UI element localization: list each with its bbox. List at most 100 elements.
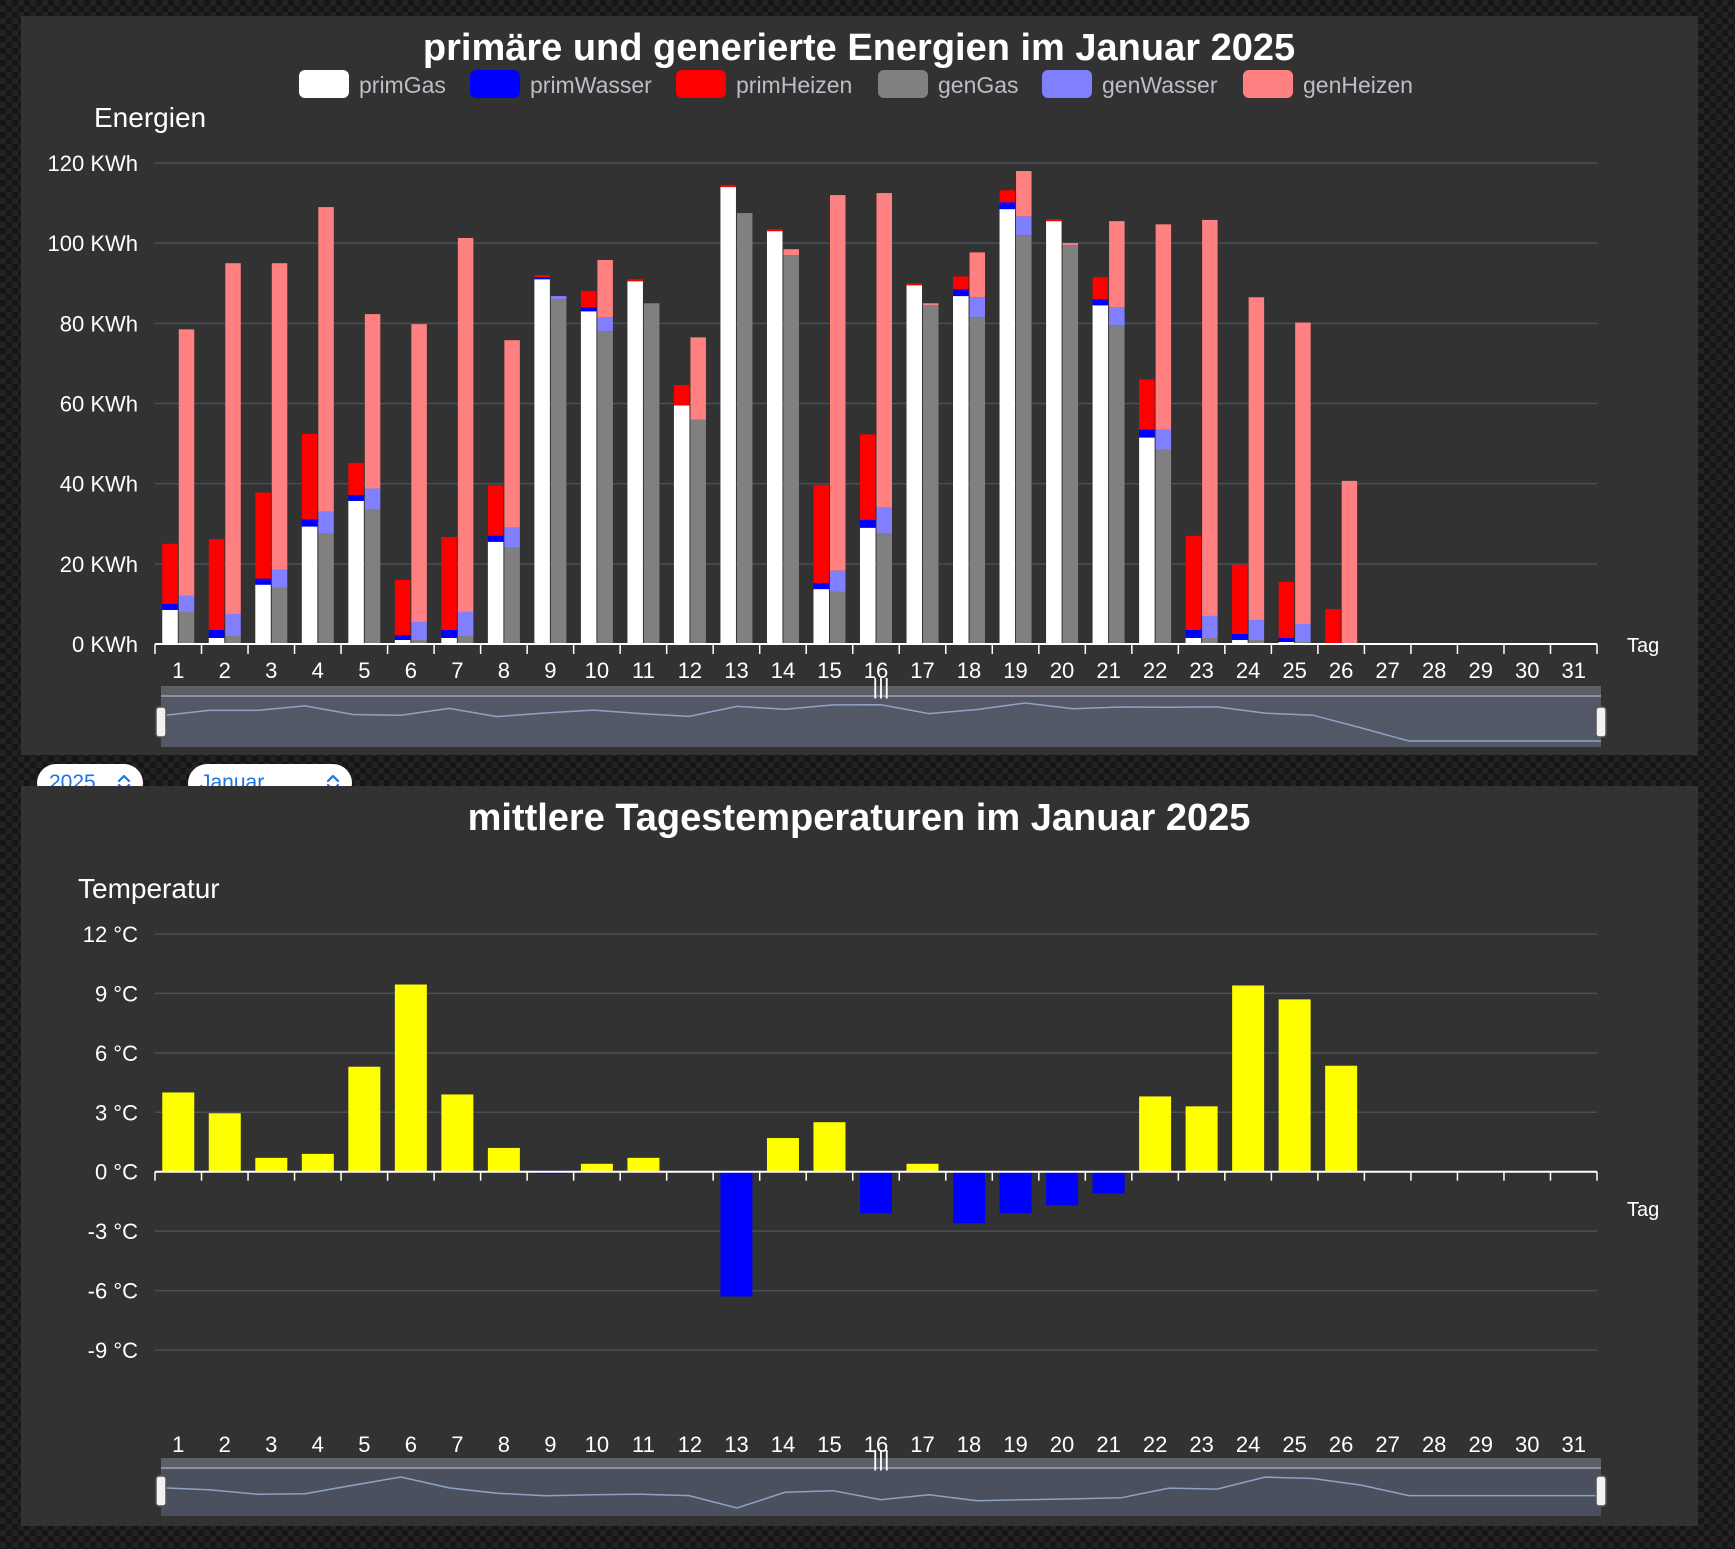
energy-legend[interactable]: primGas primWasser primHeizen genGas genWass… [299, 70, 1413, 98]
temperature-bar [1232, 985, 1265, 1172]
bar-genHeizen [411, 324, 427, 622]
bar-primWasser [301, 519, 318, 527]
bar-primHeizen [673, 385, 690, 406]
temperature-bar [1185, 1106, 1218, 1172]
x-tick-label: 14 [771, 1432, 795, 1457]
x-tick-label: 6 [405, 1432, 417, 1457]
bar-genGas [1202, 637, 1218, 644]
bar-primGas [301, 526, 318, 644]
bar-genGas [597, 331, 613, 644]
bar-genHeizen [1062, 243, 1079, 246]
bar-genHeizen [923, 303, 939, 306]
bar-genWasser [364, 488, 381, 510]
x-tick-label: 29 [1468, 658, 1492, 683]
bar-primHeizen [813, 484, 829, 584]
bar-primHeizen [766, 229, 783, 232]
y-tick-label: 20 KWh [60, 552, 138, 577]
x-tick-label: 10 [585, 1432, 609, 1457]
x-tick-label: 12 [678, 658, 702, 683]
temperature-bar [580, 1163, 613, 1172]
x-tick-label: 15 [817, 658, 841, 683]
legend-item[interactable]: genWasser [1042, 70, 1218, 98]
bar-genHeizen [829, 195, 846, 571]
temperature-bar [627, 1157, 660, 1172]
temperature-range-navigator[interactable]: ||| [155, 1446, 1607, 1516]
bar-genGas [969, 317, 986, 644]
bar-genGas [225, 635, 241, 644]
temperature-bar [766, 1138, 799, 1172]
navigator-handle-right[interactable] [1595, 706, 1607, 738]
legend-label: primGas [359, 72, 446, 98]
bar-genHeizen [271, 263, 288, 570]
temperature-y-axis-title: Temperatur [78, 873, 220, 904]
bar-primGas [162, 609, 178, 644]
bar-primHeizen [1232, 564, 1248, 634]
legend-item[interactable]: genHeizen [1243, 70, 1413, 98]
bar-genGas [457, 635, 474, 644]
bar-genWasser [969, 297, 986, 318]
bar-primGas [953, 296, 969, 644]
legend-item[interactable]: primGas [299, 70, 446, 98]
x-tick-label: 17 [910, 658, 934, 683]
bar-genHeizen [690, 337, 706, 420]
bar-genHeizen [969, 252, 986, 298]
bar-genGas [876, 533, 892, 644]
bar-primGas [720, 187, 736, 645]
bar-genGas [736, 213, 753, 644]
y-tick-label: -6 °C [88, 1279, 138, 1304]
bar-primGas [534, 279, 550, 644]
bar-primHeizen [255, 492, 271, 579]
energy-x-axis: 1 2 3 4 5 6 7 8 9 10 11 12 13 14 15 16 17 18 19 20 21 22 23 24 2… [154, 643, 1598, 683]
temperature-bar [860, 1171, 892, 1214]
temperature-bars [162, 984, 1358, 1297]
bar-genGas [318, 533, 334, 644]
legend-item[interactable]: genGas [878, 70, 1019, 98]
temperature-bar [813, 1122, 846, 1172]
bar-genWasser [1248, 619, 1265, 640]
temperature-chart-panel: mittlere Tagestemperaturen im Januar 202… [21, 786, 1698, 1526]
y-tick-label: 9 °C [95, 981, 138, 1006]
x-tick-label: 5 [358, 658, 370, 683]
temperature-bar [208, 1113, 241, 1172]
temperature-bar [906, 1163, 939, 1172]
bar-genHeizen [597, 260, 613, 318]
bar-primGas [580, 311, 597, 644]
bar-genGas [643, 303, 660, 644]
bar-primHeizen [953, 276, 969, 290]
temperature-bar [394, 984, 427, 1172]
bar-primGas [673, 405, 690, 644]
legend-item[interactable]: primWasser [470, 70, 652, 98]
x-tick-label: 12 [678, 1432, 702, 1457]
x-tick-label: 23 [1189, 658, 1213, 683]
navigator-handle-right[interactable] [1595, 1475, 1607, 1507]
bar-primHeizen [1046, 219, 1062, 222]
temperature-bar [1325, 1065, 1358, 1172]
y-tick-label: 120 KWh [48, 151, 139, 176]
bar-genHeizen [1341, 480, 1358, 644]
bar-genGas [783, 255, 799, 645]
navigator-handle-left[interactable] [155, 1475, 167, 1507]
x-tick-label: 13 [724, 1432, 748, 1457]
legend-item[interactable]: primHeizen [676, 70, 852, 98]
x-tick-label: 7 [451, 658, 463, 683]
x-tick-label: 2 [219, 658, 231, 683]
bar-primWasser [860, 519, 876, 528]
bar-genGas [1155, 449, 1172, 644]
bar-genGas [1248, 639, 1265, 644]
grip-icon: ||| [872, 674, 889, 699]
temperature-bar [441, 1094, 474, 1172]
bar-primWasser [208, 629, 225, 638]
bar-genHeizen [318, 207, 334, 512]
x-tick-label: 4 [312, 1432, 324, 1457]
navigator-handle-left[interactable] [155, 706, 167, 738]
bar-genGas [411, 639, 427, 644]
x-tick-label: 24 [1236, 658, 1260, 683]
temperature-bar [720, 1171, 753, 1297]
energy-range-navigator[interactable]: ||| [155, 674, 1607, 747]
bar-genWasser [271, 569, 288, 588]
bar-genWasser [550, 296, 567, 300]
bar-primHeizen [1092, 277, 1109, 300]
grip-icon: ||| [872, 1446, 889, 1471]
bar-primWasser [580, 307, 597, 312]
bar-primGas [1092, 305, 1109, 644]
